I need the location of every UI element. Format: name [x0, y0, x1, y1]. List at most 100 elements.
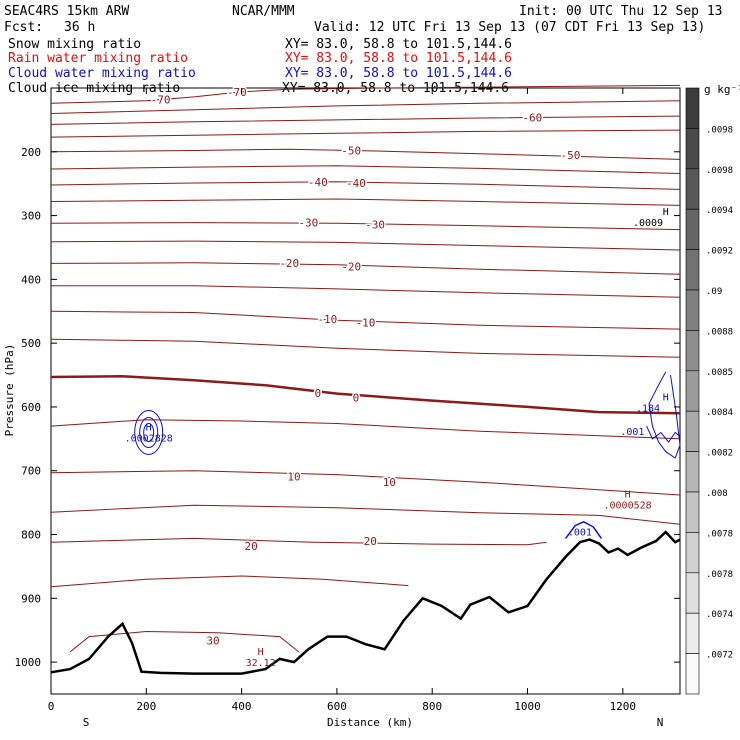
colorbar-swatch — [685, 168, 700, 210]
temperature-contour — [50, 375, 681, 415]
y-tick-label: 400 — [21, 273, 41, 286]
colorbar-label: .0094 — [706, 206, 733, 216]
legend-snow-name: Snow mixing ratio — [8, 37, 141, 52]
colorbar-swatch — [685, 491, 700, 533]
colorbar-swatch — [685, 330, 700, 372]
temperature-contour — [50, 537, 547, 546]
extremum-marker: H — [146, 422, 152, 433]
y-tick-label: 700 — [21, 465, 41, 478]
contour-label: 20 — [364, 535, 377, 548]
extremum-value: .0000528 — [603, 500, 651, 511]
colorbar-swatch — [685, 653, 700, 695]
legend-cloud-water-name: Cloud water mixing ratio — [8, 66, 196, 81]
x-end-label-south: S — [83, 716, 90, 729]
y-tick-label: 300 — [21, 210, 41, 223]
init-time: Init: 00 UTC Thu 12 Sep 13 — [519, 4, 723, 19]
extremum-value: .184 — [636, 403, 660, 414]
colorbar-label: .09 — [706, 287, 722, 297]
colorbar-unit: g kg⁻¹ — [704, 83, 740, 96]
temperature-contour — [51, 285, 681, 298]
cloud-water-contour — [143, 422, 155, 442]
contour-label: -20 — [279, 257, 299, 270]
colorbar-swatch — [685, 87, 700, 129]
colorbar-swatch — [685, 249, 700, 291]
extremum-marker: H — [625, 489, 631, 500]
temperature-contour — [50, 222, 681, 231]
contour-label: -70 — [151, 93, 171, 106]
contour-label: -50 — [560, 149, 580, 162]
cloud-water-contour — [648, 371, 681, 459]
colorbar: .0098 .0098 .0094 .0092 .09 .0088 .0085 .0084 .0… — [685, 87, 733, 695]
y-tick-label: 200 — [21, 146, 41, 159]
temperature-contour — [50, 100, 681, 114]
y-tick-label: 900 — [21, 592, 41, 605]
temperature-contour — [50, 198, 681, 206]
temperature-contour — [50, 310, 681, 330]
cloud-water-contour — [139, 416, 159, 448]
legend-rain-xy: XY= 83.0, 58.8 to 101.5,144.6 — [285, 51, 512, 66]
y-tick-label: 600 — [21, 401, 41, 414]
colorbar-swatch — [685, 410, 700, 452]
colorbar-swatch — [685, 532, 700, 574]
valid-time: Valid: 12 UTC Fri 13 Sep 13 (07 CDT Fri … — [314, 20, 705, 35]
terrain-surface — [50, 530, 681, 675]
contour-label: -50 — [341, 145, 361, 158]
x-tick-label: 600 — [327, 700, 347, 713]
colorbar-label: .0078 — [706, 529, 733, 539]
colorbar-label: .0098 — [706, 125, 733, 135]
cloud-water-contour — [646, 425, 681, 443]
colorbar-label: .0072 — [706, 651, 733, 661]
temperature-contour — [50, 148, 681, 160]
extremum-value: .0002828 — [125, 433, 173, 444]
contour-label: -30 — [365, 219, 385, 232]
colorbar-label: .0078 — [706, 570, 733, 580]
contour-label: 10 — [287, 470, 300, 483]
y-tick-label: 1000 — [15, 656, 42, 669]
contour-label: -10 — [356, 317, 376, 330]
colorbar-swatch — [685, 572, 700, 614]
legend-snow-xy: XY= 83.0, 58.8 to 101.5,144.6 — [285, 37, 512, 52]
legend-cloud-water-xy: XY= 83.0, 58.8 to 101.5,144.6 — [285, 66, 512, 81]
cloud-layer: .001 .001 — [134, 371, 681, 539]
colorbar-label: .0098 — [706, 166, 733, 176]
fcst-value: 36 h — [64, 20, 95, 35]
contour-layer: -70 -70 -60 -50 -50 -40 -40 -30 -30 -20 -20 -10 -10 0… — [50, 84, 681, 653]
extremum-value: 32.12 — [246, 658, 276, 669]
colorbar-swatch — [685, 208, 700, 250]
colorbar-swatch — [685, 370, 700, 412]
contour-label: 0 — [353, 391, 360, 404]
y-axis-title: Pressure (hPa) — [3, 344, 16, 437]
contour-label: -60 — [522, 111, 542, 124]
contour-label: 20 — [245, 540, 258, 553]
legend-rain-name: Rain water mixing ratio — [8, 51, 188, 66]
contour-label: -10 — [317, 313, 337, 326]
cloud-water-contour — [564, 520, 603, 539]
temperature-contour — [50, 115, 681, 125]
temperature-contour — [50, 262, 681, 275]
cloud-water-contour — [134, 409, 164, 455]
extremum-marker: H — [663, 392, 669, 403]
colorbar-swatch — [685, 128, 700, 170]
temperature-contour — [50, 181, 681, 190]
temperature-contour — [69, 630, 300, 653]
temperature-contour — [50, 470, 681, 496]
terrain-layer — [50, 530, 681, 675]
extremum-marker: H — [258, 647, 264, 658]
x-tick-label: 1200 — [610, 700, 637, 713]
temperature-contour — [50, 338, 681, 358]
extremum-value: .0009 — [633, 218, 663, 229]
x-tick-label: 1000 — [514, 700, 541, 713]
cloud-water-label: .001 — [620, 427, 644, 438]
y-tick-label: 500 — [21, 337, 41, 350]
contour-label: 10 — [383, 476, 396, 489]
temperature-contour — [50, 240, 681, 251]
center-name: NCAR/MMM — [232, 4, 295, 19]
x-tick-label: 200 — [136, 700, 156, 713]
colorbar-label: .0082 — [706, 449, 733, 459]
contour-label: -20 — [341, 261, 361, 274]
contour-label: 0 — [315, 387, 322, 400]
colorbar-label: .0085 — [706, 368, 733, 378]
colorbar-label: .0074 — [706, 610, 733, 620]
